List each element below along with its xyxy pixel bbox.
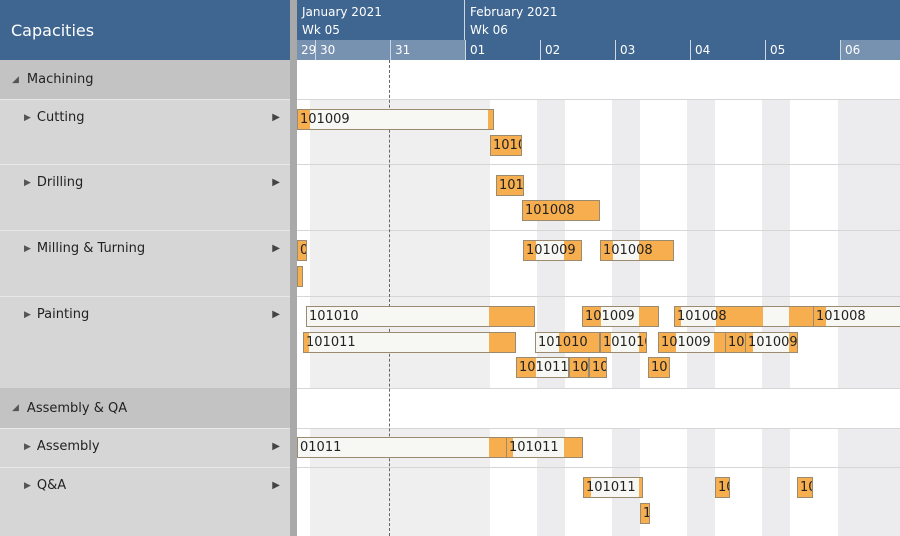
order-bar[interactable]: 101011 (516, 357, 569, 378)
today-line (389, 60, 390, 536)
order-bar[interactable] (297, 266, 303, 287)
capacities-panel: Capacities ◢ Machining ▶ Cutting ▶ ▶ Drillin… (0, 0, 290, 536)
schedule-grid[interactable] (297, 60, 900, 536)
week-label: Wk 06 (470, 23, 508, 37)
order-bar[interactable]: 101 (725, 332, 747, 353)
day-03[interactable]: 03 (615, 40, 690, 60)
order-bar[interactable]: 101009 (745, 332, 798, 353)
order-bar[interactable]: 101 (569, 357, 589, 378)
order-bar[interactable]: 101009 (523, 240, 582, 261)
resource-label: Milling & Turning (36, 241, 146, 256)
order-bar[interactable]: 101008 (674, 306, 814, 327)
day-02[interactable]: 02 (540, 40, 615, 60)
collapse-triangle-icon[interactable]: ◢ (12, 403, 19, 413)
expand-triangle-icon[interactable]: ▶ (24, 442, 31, 452)
arrow-right-icon[interactable]: ▶ (272, 177, 280, 188)
day-05[interactable]: 05 (765, 40, 840, 60)
order-bar[interactable]: 101011 (583, 477, 643, 498)
order-bar[interactable]: 101011 (303, 332, 516, 353)
arrow-right-icon[interactable]: ▶ (272, 309, 280, 320)
arrow-right-icon[interactable]: ▶ (272, 112, 280, 123)
day-06[interactable]: 06 (840, 40, 900, 60)
divider (464, 0, 465, 40)
timeline-header: January 2021 February 2021 Wk 05 Wk 06 2… (297, 0, 900, 60)
order-bar[interactable]: 10 (589, 357, 607, 378)
arrow-right-icon[interactable]: ▶ (272, 243, 280, 254)
resource-drilling[interactable]: ▶ Drilling ▶ (0, 164, 290, 230)
day-29[interactable]: 29 (297, 40, 316, 60)
arrow-right-icon[interactable]: ▶ (272, 480, 280, 491)
expand-triangle-icon[interactable]: ▶ (24, 310, 31, 320)
expand-triangle-icon[interactable]: ▶ (24, 178, 31, 188)
day-01[interactable]: 01 (465, 40, 540, 60)
arrow-right-icon[interactable]: ▶ (272, 441, 280, 452)
order-bar[interactable]: 101008 (522, 200, 600, 221)
group-machining[interactable]: ◢ Machining (0, 60, 290, 99)
resource-cutting[interactable]: ▶ Cutting ▶ (0, 99, 290, 164)
day-04[interactable]: 04 (690, 40, 765, 60)
order-bar[interactable]: 101009 (658, 332, 728, 353)
order-bar[interactable]: 101 (648, 357, 670, 378)
week-label: Wk 05 (302, 23, 340, 37)
expand-triangle-icon[interactable]: ▶ (24, 113, 31, 123)
order-bar[interactable]: 101009 (297, 109, 494, 130)
group-label: Assembly & QA (26, 400, 128, 416)
order-bar[interactable]: 101010 (535, 332, 600, 353)
order-bar[interactable]: 101011 (506, 437, 583, 458)
order-bar[interactable]: 101008 (813, 306, 900, 327)
day-31[interactable]: 31 (390, 40, 465, 60)
order-bar[interactable]: 01011 (297, 437, 507, 458)
order-bar[interactable]: 101010 (306, 306, 535, 327)
resource-milling-turning[interactable]: ▶ Milling & Turning ▶ (0, 230, 290, 296)
resource-painting[interactable]: ▶ Painting ▶ (0, 296, 290, 388)
order-bar[interactable]: 10 (715, 477, 730, 498)
expand-triangle-icon[interactable]: ▶ (24, 244, 31, 254)
order-bar[interactable]: 01 (297, 240, 307, 261)
order-bar[interactable]: 101010 (600, 332, 647, 353)
group-assembly-qa[interactable]: ◢ Assembly & QA (0, 388, 290, 428)
month-label: January 2021 (302, 5, 382, 19)
order-bar[interactable]: 1010 (496, 175, 524, 196)
panel-title: Capacities (0, 0, 290, 60)
nonworking-stripe (537, 99, 565, 536)
resource-label: Painting (36, 307, 90, 322)
resource-label: Assembly (36, 439, 100, 454)
day-30[interactable]: 30 (315, 40, 390, 60)
order-bar[interactable]: 1 (640, 503, 650, 524)
resource-qa[interactable]: ▶ Q&A ▶ (0, 467, 290, 536)
order-bar[interactable]: 10100 (490, 135, 522, 156)
splitter[interactable] (290, 0, 297, 536)
resource-assembly[interactable]: ▶ Assembly ▶ (0, 428, 290, 467)
group-row (297, 388, 900, 428)
group-label: Machining (26, 72, 94, 87)
resource-label: Drilling (36, 175, 84, 190)
order-bar[interactable]: 10 (797, 477, 813, 498)
expand-triangle-icon[interactable]: ▶ (24, 481, 31, 491)
order-bar[interactable]: 101009 (582, 306, 659, 327)
resource-label: Cutting (36, 110, 85, 125)
month-label: February 2021 (470, 5, 558, 19)
resource-label: Q&A (36, 478, 67, 493)
order-bar[interactable]: 101008 (600, 240, 674, 261)
collapse-triangle-icon[interactable]: ◢ (12, 74, 19, 85)
